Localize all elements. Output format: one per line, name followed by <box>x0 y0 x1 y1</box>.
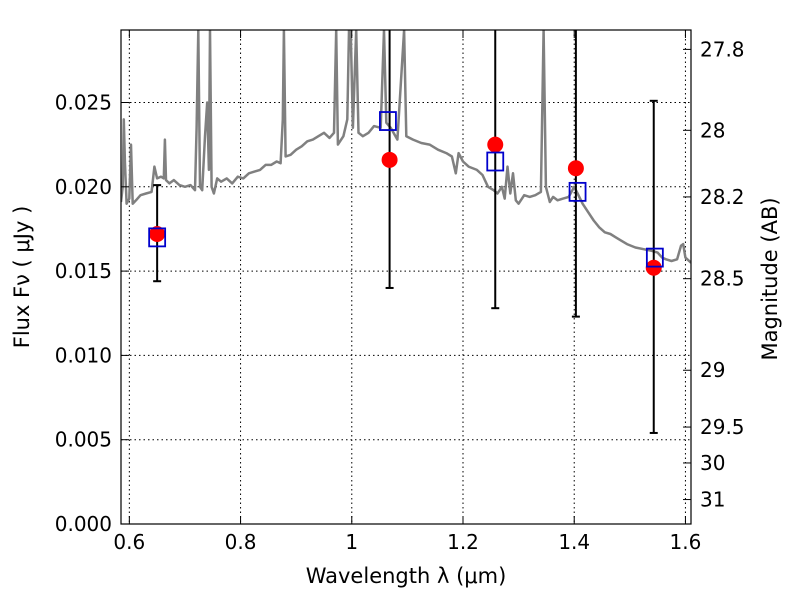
plot-area <box>121 30 691 434</box>
y2-tick-label: 28 <box>700 118 725 142</box>
model-photometry-points <box>148 111 664 268</box>
observed-flux-point <box>487 136 504 153</box>
model-photometry-square <box>645 247 664 268</box>
observed-flux-points <box>149 136 662 276</box>
y2-axis-label: Magnitude (AB) <box>758 197 782 360</box>
x-tick-label: 1.4 <box>558 530 590 554</box>
model-photometry-square <box>568 181 587 202</box>
y-axis-label: Flux Fν ( μJy ) <box>10 206 34 349</box>
y-tick-label: 0.005 <box>55 428 112 452</box>
y2-tick-label: 29 <box>700 358 725 382</box>
observed-flux-point <box>381 151 398 168</box>
y-tick-label: 0.020 <box>55 175 112 199</box>
spectrum-line <box>121 30 691 264</box>
y2-tick-label: 29.5 <box>700 415 745 439</box>
y-axis-ticks: 0.000 0.005 0.010 0.015 0.020 0.025 <box>55 90 129 536</box>
y2-tick-label: 28.5 <box>700 267 745 291</box>
y2-tick-label: 28.2 <box>700 185 745 209</box>
x-axis-ticks: 0.6 0.8 1 1.2 1.4 1.6 <box>113 30 701 554</box>
model-photometry-square <box>379 111 397 131</box>
model-photometry-square <box>486 151 505 172</box>
x-tick-label: 1.2 <box>447 530 479 554</box>
model-photometry-square <box>148 227 167 248</box>
x-tick-label: 0.8 <box>225 530 257 554</box>
y2-tick-label: 31 <box>700 488 725 512</box>
plot-frame <box>120 29 692 525</box>
model-spectrum-series <box>121 30 691 264</box>
y-tick-label: 0.015 <box>55 259 112 283</box>
observed-flux-point <box>567 160 584 177</box>
y2-axis-ticks: 27.8 28 28.2 28.5 29 29.5 30 31 <box>683 37 745 512</box>
y-tick-label: 0.025 <box>55 90 112 114</box>
observed-flux-point <box>645 259 662 276</box>
x-tick-label: 0.6 <box>113 530 145 554</box>
y-tick-label: 0.010 <box>55 343 112 367</box>
y-tick-label: 0.000 <box>55 512 112 536</box>
x-tick-label: 1.6 <box>670 530 702 554</box>
y2-tick-label: 27.8 <box>700 37 745 61</box>
x-axis-label: Wavelength λ (μm) <box>306 564 507 588</box>
x-tick-label: 1 <box>345 530 358 554</box>
y2-tick-label: 30 <box>700 451 725 475</box>
